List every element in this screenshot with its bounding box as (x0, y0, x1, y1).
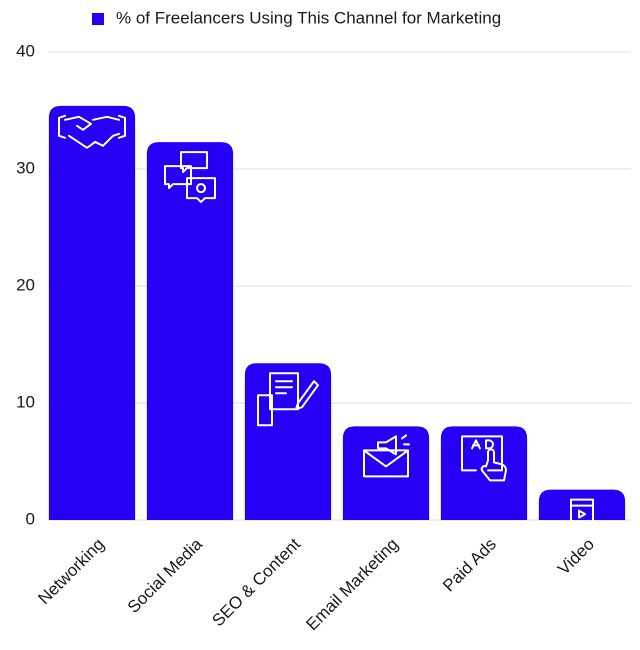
legend-swatch (92, 13, 104, 25)
bar-icon (570, 498, 594, 523)
x-tick-label: Video (554, 535, 598, 579)
y-tick-label: 0 (26, 509, 35, 528)
bar (48, 105, 136, 520)
bar-icon (461, 435, 507, 482)
y-tick-label: 30 (16, 158, 35, 177)
x-tick-label: Social Media (124, 534, 207, 617)
bar (342, 426, 430, 520)
bar-icon (164, 151, 216, 204)
bar-icon (58, 114, 126, 149)
x-tick-label: SEO & Content (208, 534, 304, 630)
legend-label: % of Freelancers Using This Channel for … (116, 8, 501, 27)
bar-icon (363, 434, 410, 478)
bar (146, 142, 234, 520)
y-tick-label: 40 (16, 41, 35, 60)
x-tick-label: Paid Ads (439, 535, 500, 596)
y-tick-label: 10 (16, 392, 35, 411)
x-tick-label: Email Marketing (302, 535, 402, 635)
bar-icon (257, 372, 319, 427)
y-tick-label: 20 (16, 275, 35, 294)
bar (244, 363, 332, 520)
x-tick-label: Networking (34, 535, 108, 609)
